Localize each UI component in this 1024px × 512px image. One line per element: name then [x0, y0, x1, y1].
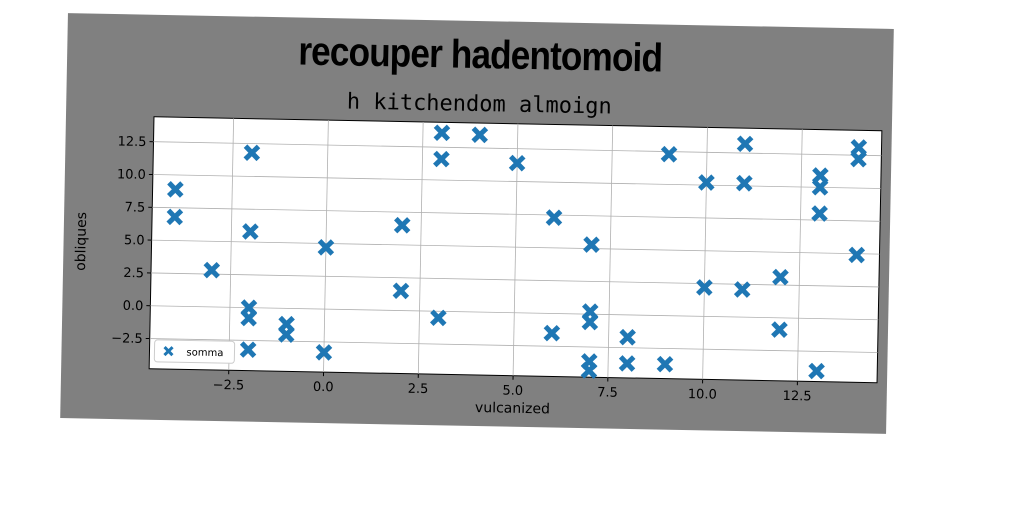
data-point	[771, 321, 788, 338]
data-point	[583, 236, 600, 253]
data-point	[508, 154, 526, 172]
y-grid-line	[152, 206, 881, 222]
data-point	[240, 309, 258, 327]
x-tick-label: 2.5	[408, 382, 429, 397]
data-point	[811, 178, 829, 196]
data-point	[581, 313, 599, 331]
data-point	[696, 279, 713, 296]
legend: somma	[153, 339, 236, 364]
data-point	[580, 362, 598, 379]
y-tick-label: 7.5	[124, 200, 145, 215]
y-tick-label: 12.5	[117, 135, 146, 151]
data-point	[433, 124, 451, 142]
legend-label-somma: somma	[186, 347, 223, 359]
data-point	[242, 223, 259, 240]
x-tick-label: 10.0	[688, 387, 717, 403]
legend-box	[153, 339, 236, 364]
data-point	[393, 216, 411, 234]
data-point	[545, 209, 563, 227]
y-tick-label: 0.0	[123, 299, 144, 314]
legend-x-icon	[163, 345, 174, 357]
data-point	[277, 326, 295, 343]
y-grid-line	[150, 272, 879, 288]
data-point	[772, 268, 789, 286]
x-tick-label: −2.5	[213, 378, 245, 394]
data-point	[850, 150, 867, 168]
data-point	[239, 341, 257, 358]
data-point	[166, 208, 184, 226]
y-grid-line	[150, 305, 879, 321]
x-grid-line	[417, 121, 424, 374]
x-tick-label: 12.5	[782, 389, 811, 405]
data-point	[317, 239, 335, 256]
data-point	[543, 324, 561, 342]
y-tick-label: 5.0	[124, 233, 145, 248]
data-point	[848, 246, 866, 264]
grid-lines	[149, 118, 882, 382]
data-point	[392, 282, 410, 300]
x-grid-line	[797, 129, 803, 382]
data-point	[660, 145, 678, 163]
y-axis-ticks: −2.5 0.0 2.5 5.0 7.5 10.0 12.5	[111, 135, 154, 347]
scatter-plot: −2.5 0.0 2.5 5.0 7.5 10.0 12.5 −2.5 0.0 2.5 5.0 7.…	[73, 116, 883, 417]
data-point	[619, 328, 636, 346]
x-axis-ticks: −2.5 0.0 2.5 5.0 7.5 10.0 12.5	[213, 370, 812, 404]
data-point	[808, 362, 825, 380]
y-grid-line	[153, 141, 882, 157]
data-point	[698, 174, 715, 191]
y-tick-label: 2.5	[123, 266, 144, 281]
data-point	[203, 261, 221, 279]
data-point	[735, 174, 753, 192]
y-tick-label: 10.0	[117, 167, 146, 183]
data-point	[656, 355, 674, 373]
data-point	[733, 281, 751, 298]
x-grid-line	[702, 127, 708, 380]
data-point	[166, 181, 184, 198]
y-grid-line	[152, 174, 881, 189]
x-tick-label: 0.0	[313, 380, 334, 395]
data-point	[471, 126, 489, 144]
x-tick-label: 5.0	[502, 384, 523, 399]
data-point	[243, 144, 261, 162]
x-grid-line	[228, 118, 234, 371]
y-axis-label: obliques	[73, 212, 90, 271]
y-tick-label: −2.5	[111, 331, 143, 347]
data-point	[429, 309, 447, 327]
data-point	[433, 150, 450, 168]
y-grid-line	[151, 239, 880, 255]
x-grid-line	[607, 125, 614, 378]
data-point	[736, 135, 754, 153]
x-tick-label: 7.5	[597, 385, 618, 400]
data-point	[811, 205, 828, 222]
y-grid-line	[149, 338, 878, 353]
figure: recouper hadentomoid h kitchendom almoig…	[60, 13, 894, 434]
data-point	[618, 355, 636, 372]
legend-marker	[163, 345, 174, 357]
x-axis-label: vulcanized	[475, 400, 550, 417]
data-point	[315, 344, 333, 361]
data-points	[166, 124, 868, 380]
